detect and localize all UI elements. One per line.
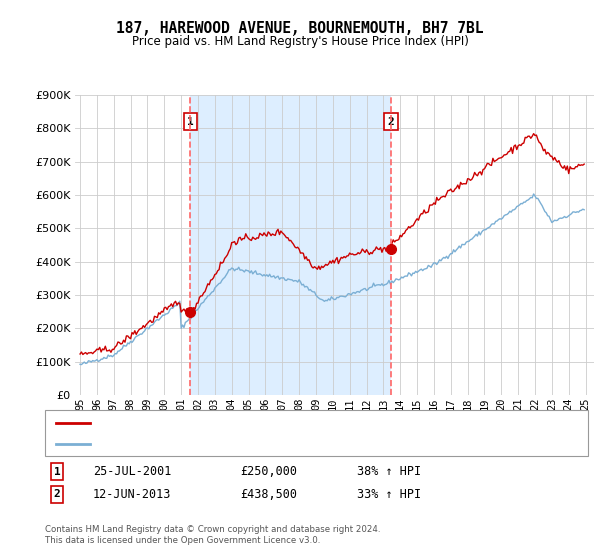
Text: Price paid vs. HM Land Registry's House Price Index (HPI): Price paid vs. HM Land Registry's House … <box>131 35 469 48</box>
Text: 187, HAREWOOD AVENUE, BOURNEMOUTH, BH7 7BL: 187, HAREWOOD AVENUE, BOURNEMOUTH, BH7 7… <box>116 21 484 36</box>
Text: 12-JUN-2013: 12-JUN-2013 <box>93 488 172 501</box>
Text: 1: 1 <box>53 466 61 477</box>
Text: £438,500: £438,500 <box>240 488 297 501</box>
Text: 33% ↑ HPI: 33% ↑ HPI <box>357 488 421 501</box>
Text: 1: 1 <box>187 117 194 127</box>
Text: HPI: Average price, detached house, Bournemouth Christchurch and Poole: HPI: Average price, detached house, Bour… <box>95 438 466 449</box>
Text: 187, HAREWOOD AVENUE, BOURNEMOUTH, BH7 7BL (detached house): 187, HAREWOOD AVENUE, BOURNEMOUTH, BH7 7… <box>95 418 450 428</box>
Bar <box>190 95 391 395</box>
Text: 25-JUL-2001: 25-JUL-2001 <box>93 465 172 478</box>
Text: 2: 2 <box>53 489 61 500</box>
Text: £250,000: £250,000 <box>240 465 297 478</box>
Text: 38% ↑ HPI: 38% ↑ HPI <box>357 465 421 478</box>
Text: 2: 2 <box>388 117 394 127</box>
Text: Contains HM Land Registry data © Crown copyright and database right 2024.
This d: Contains HM Land Registry data © Crown c… <box>45 525 380 545</box>
